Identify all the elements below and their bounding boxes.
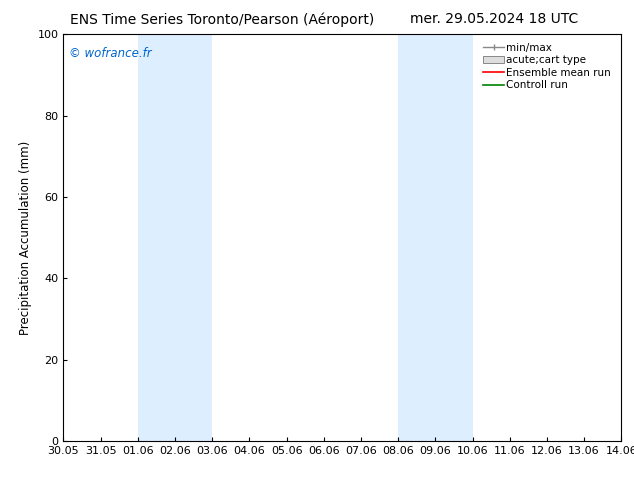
Bar xyxy=(138,34,212,441)
Text: ENS Time Series Toronto/Pearson (Aéroport): ENS Time Series Toronto/Pearson (Aéropor… xyxy=(70,12,374,27)
Bar xyxy=(398,34,472,441)
Y-axis label: Precipitation Accumulation (mm): Precipitation Accumulation (mm) xyxy=(19,141,32,335)
Text: © wofrance.fr: © wofrance.fr xyxy=(69,47,152,59)
Text: mer. 29.05.2024 18 UTC: mer. 29.05.2024 18 UTC xyxy=(410,12,579,26)
Legend: min/max, acute;cart type, Ensemble mean run, Controll run: min/max, acute;cart type, Ensemble mean … xyxy=(480,40,616,94)
